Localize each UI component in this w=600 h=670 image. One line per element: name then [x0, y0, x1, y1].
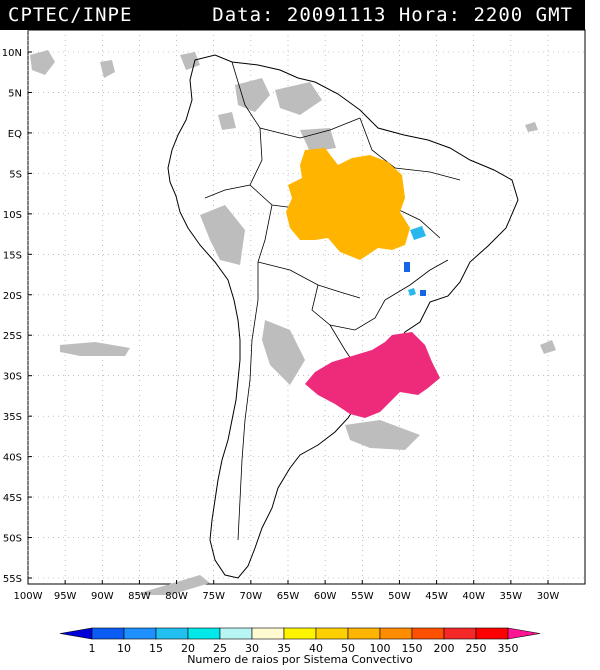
colorbar-segment	[379, 627, 413, 640]
map-frame	[27, 29, 586, 585]
lon-label: 40W	[462, 591, 485, 602]
colorbar-caption: Numero de raios por Sistema Convectivo	[187, 653, 413, 666]
colorbar-label: 30	[245, 642, 259, 655]
colorbar-label: 20	[181, 642, 195, 655]
lon-label: 100W	[14, 591, 43, 602]
lat-label: 15S	[3, 250, 22, 261]
magenta-lightning-region	[305, 332, 440, 418]
cyan-lightning-cells	[408, 226, 426, 296]
lat-label: 45S	[3, 493, 22, 504]
agency-title: CPTEC/INPE	[8, 4, 133, 26]
lat-label: 35S	[3, 412, 22, 423]
colorbar-segment	[507, 627, 541, 640]
lat-label: 25S	[3, 331, 22, 342]
lon-label: 45W	[425, 591, 448, 602]
lat-label: 10N	[2, 48, 22, 59]
lat-label: 20S	[3, 291, 22, 302]
lon-label: 85W	[128, 591, 151, 602]
colorbar-segment	[283, 627, 317, 640]
colorbar-segment	[91, 627, 125, 640]
colorbar-segment	[315, 627, 349, 640]
colorbar-segment	[187, 627, 221, 640]
lat-label: 10S	[3, 210, 22, 221]
colorbar-label: 200	[434, 642, 455, 655]
lon-label: 50W	[388, 591, 411, 602]
colorbar-label: 50	[341, 642, 355, 655]
colorbar-segment	[219, 627, 253, 640]
colorbar-segment	[123, 627, 157, 640]
lon-label: 80W	[165, 591, 188, 602]
colorbar-segment	[347, 627, 381, 640]
south-america-coastline	[167, 54, 519, 579]
lon-label: 60W	[314, 591, 337, 602]
map-header: CPTEC/INPE Data: 20091113 Hora: 2200 GMT	[0, 0, 585, 30]
lon-label: 30W	[537, 591, 560, 602]
colorbar-label: 350	[498, 642, 519, 655]
lon-label: 95W	[54, 591, 77, 602]
lon-label: 55W	[351, 591, 374, 602]
colorbar-segment	[155, 627, 189, 640]
colorbar-labels: 1 10 15 20 25 30 35 40 50 100 150 200 250 350	[89, 642, 519, 655]
lon-label: 75W	[202, 591, 225, 602]
colorbar	[59, 627, 541, 640]
colorbar-label: 1	[89, 642, 96, 655]
colorbar-segment	[475, 627, 509, 640]
latitude-labels: 10N 5N EQ 5S 10S 15S 20S 25S 30S 35S 40S 45S 50S 55S	[2, 48, 32, 585]
lat-label: 5N	[8, 88, 22, 99]
colorbar-segment	[59, 627, 93, 640]
lon-label: 65W	[277, 591, 300, 602]
colorbar-label: 40	[309, 642, 323, 655]
lat-label: 50S	[3, 534, 22, 545]
lon-label: 35W	[500, 591, 523, 602]
colorbar-label: 100	[370, 642, 391, 655]
colorbar-label: 15	[149, 642, 163, 655]
colorbar-label: 150	[402, 642, 423, 655]
lat-label: 55S	[3, 574, 22, 585]
lat-label: 30S	[3, 372, 22, 383]
colorbar-label: 25	[213, 642, 227, 655]
longitude-labels: 100W 95W 90W 85W 80W 75W 70W 65W 60W 55W 50W 45W 40W…	[14, 580, 560, 602]
orange-lightning-region	[286, 148, 410, 260]
lat-label: 40S	[3, 453, 22, 464]
colorbar-label: 10	[117, 642, 131, 655]
lon-label: 90W	[91, 591, 114, 602]
date-time-label: Data: 20091113 Hora: 2200 GMT	[212, 4, 573, 26]
colorbar-label: 35	[277, 642, 291, 655]
lon-label: 70W	[240, 591, 263, 602]
lat-label: 5S	[9, 169, 22, 180]
colorbar-label: 250	[466, 642, 487, 655]
blue-lightning-cells	[404, 262, 426, 296]
colorbar-segment	[443, 627, 477, 640]
colorbar-segment	[251, 627, 285, 640]
lat-label: EQ	[8, 129, 22, 140]
colorbar-segment	[411, 627, 445, 640]
cloud-cover	[30, 50, 556, 595]
